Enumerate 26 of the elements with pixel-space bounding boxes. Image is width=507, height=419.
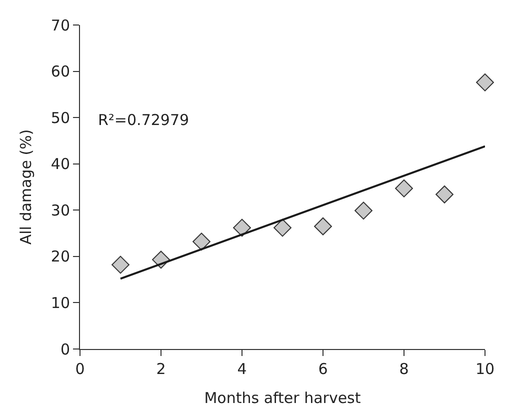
x-tick-label: 6	[318, 360, 328, 378]
point	[436, 185, 454, 204]
point	[233, 218, 251, 237]
x-axis-title: Months after harvest	[204, 389, 361, 407]
y-tick-label: 50	[50, 108, 70, 127]
y-tick-label: 0	[60, 340, 70, 358]
x-tick-label: 2	[156, 360, 166, 378]
point	[274, 218, 292, 237]
point	[314, 217, 332, 236]
point	[112, 256, 130, 274]
y-axis-title: All damage (%)	[17, 129, 36, 245]
point	[192, 232, 210, 251]
y-tick-label: 70	[50, 16, 70, 34]
y-tick-label: 40	[50, 155, 70, 174]
x-tick-label: 0	[75, 360, 85, 378]
point	[476, 73, 494, 92]
x-tick-label: 10	[475, 360, 495, 378]
y-tick-label: 10	[50, 294, 70, 312]
x-tick-label: 8	[399, 360, 409, 378]
y-tick-label: 30	[50, 201, 70, 220]
x-tick-label: 4	[237, 360, 247, 378]
annotation: R²=0.72979	[98, 111, 190, 129]
point	[395, 179, 413, 198]
y-tick-label: 20	[50, 248, 70, 266]
y-tick-label: 60	[50, 62, 70, 81]
point	[354, 202, 372, 220]
